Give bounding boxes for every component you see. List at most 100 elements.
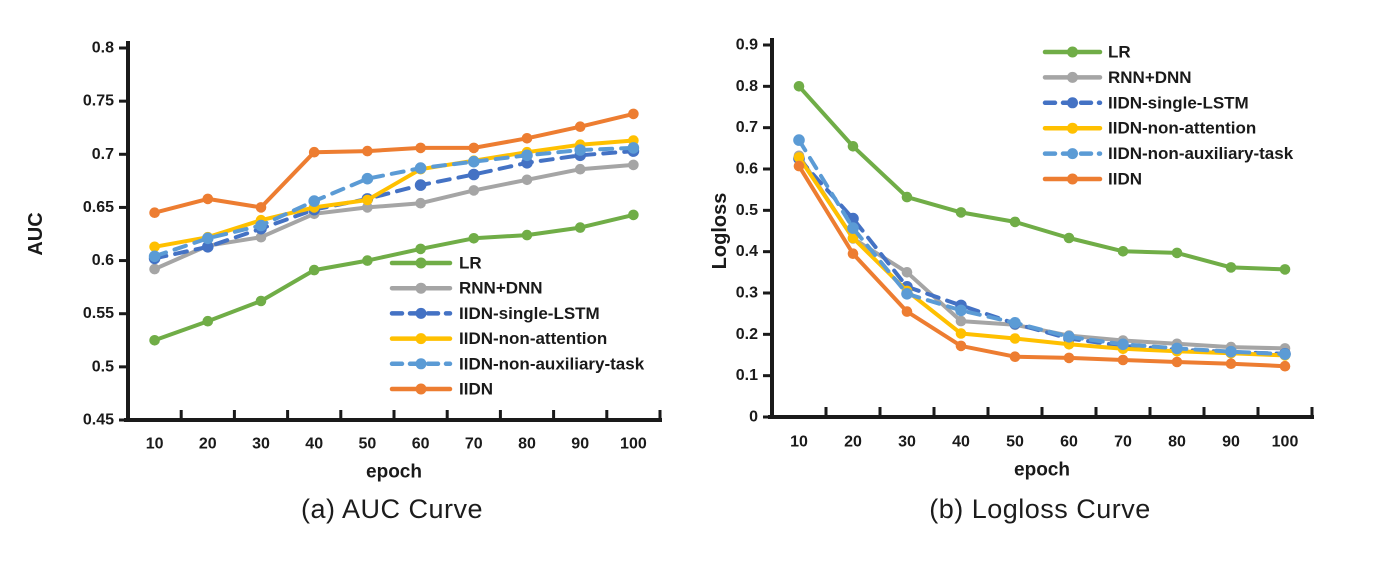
series-lr-marker	[1063, 232, 1075, 244]
x-tick-label: 10	[790, 434, 808, 451]
series-iidn-marker	[362, 145, 373, 157]
series-iidn-non-auxiliary-task-line	[152, 145, 636, 259]
x-tick-label: 70	[465, 436, 483, 453]
legend-label-lr: LR	[1108, 43, 1131, 62]
legend-item-iidn: IIDN	[389, 380, 493, 399]
legend-item-rnn-dnn: RNN+DNN	[1042, 68, 1192, 87]
y-tick-label: 0.7	[92, 146, 114, 163]
series-iidn-non-auxiliary-task-marker	[1063, 331, 1075, 343]
series-iidn-marker	[1171, 356, 1183, 368]
x-tick-label: 60	[1060, 434, 1078, 451]
series-iidn-non-auxiliary-task-marker	[955, 304, 967, 317]
legend-label-iidn-non-auxiliary-task: IIDN-non-auxiliary-task	[459, 354, 645, 373]
series-iidn-non-auxiliary-task-marker	[521, 149, 533, 162]
y-tick-label: 0.75	[83, 93, 114, 110]
legend-marker-iidn	[415, 383, 427, 395]
y-tick-label: 0.55	[83, 305, 114, 322]
y-tick-label: 0.8	[92, 40, 114, 57]
auc-caption: (a) AUC Curve	[300, 494, 484, 524]
x-tick-label: 20	[844, 434, 862, 451]
series-rnn-dnn-marker	[574, 163, 586, 175]
legend-marker-iidn-non-attention	[415, 333, 427, 345]
x-tick-label: 40	[305, 436, 323, 453]
series-lr-marker	[574, 222, 586, 233]
series-iidn-non-attention-marker	[793, 152, 805, 163]
series-lr-marker	[415, 243, 426, 255]
series-lr-line	[152, 212, 636, 343]
series-iidn-marker	[1279, 360, 1291, 372]
series-lr-marker	[628, 209, 639, 221]
legend-item-lr: LR	[389, 254, 482, 273]
series-iidn-non-auxiliary-task-marker	[847, 222, 859, 234]
logloss-chart: 0 0.1 0.2 0.3 0.4 0.5 0.6 0.7 0.8 0.9 10 20 30 40 50 60…	[709, 37, 1314, 481]
series-lr-marker	[955, 207, 967, 218]
y-tick-label: 0.2	[736, 326, 758, 343]
y-tick-label: 0	[749, 409, 758, 426]
series-iidn-non-attention-marker	[362, 194, 373, 206]
series-iidn-marker	[1063, 352, 1075, 364]
legend-marker-lr	[1067, 46, 1078, 58]
x-tick-label: 100	[1272, 434, 1299, 451]
series-lr-marker	[468, 233, 480, 244]
y-tick-label: 0.6	[736, 161, 758, 178]
series-rnn-dnn-marker	[149, 263, 160, 275]
series-iidn-marker	[255, 202, 267, 213]
x-tick-label: 20	[199, 436, 217, 453]
legend-marker-iidn-non-auxiliary-task	[1067, 148, 1078, 160]
series-rnn-dnn-marker	[628, 159, 639, 171]
legend-item-iidn: IIDN	[1042, 170, 1142, 189]
y-tick-label: 0.5	[736, 202, 758, 219]
series-lr-marker	[901, 191, 913, 203]
x-tick-label: 60	[412, 436, 430, 453]
legend-marker-rnn-dnn	[1067, 71, 1078, 83]
x-tick-label: 30	[898, 434, 916, 451]
series-iidn-non-auxiliary-task-marker	[1171, 342, 1183, 355]
legend-item-iidn-single-lstm: IIDN-single-LSTM	[389, 304, 600, 323]
legend-marker-iidn-non-attention	[1067, 122, 1078, 134]
series-lr-marker	[793, 81, 805, 92]
logloss-y-axis-title: Logloss	[709, 193, 731, 270]
series-iidn-marker	[415, 142, 426, 154]
legend-item-lr: LR	[1042, 43, 1131, 62]
auc-chart: 0.45 0.5 0.55 0.6 0.65 0.7 0.75 0.8 10 20 30 40 50 60…	[25, 40, 662, 483]
series-iidn-non-auxiliary-task-marker	[1279, 348, 1291, 361]
series-rnn-dnn-marker	[415, 197, 426, 209]
legend-item-iidn-non-attention: IIDN-non-attention	[389, 329, 607, 348]
logloss-x-axis-title: epoch	[1014, 460, 1070, 481]
auc-y-axis-title: AUC	[25, 212, 47, 255]
y-tick-label: 0.1	[736, 367, 758, 384]
series-iidn-single-lstm-marker	[414, 179, 427, 191]
series-lr-marker	[1009, 216, 1021, 228]
series-iidn-non-auxiliary-task-marker	[202, 232, 214, 245]
series-iidn-non-auxiliary-task-marker	[901, 288, 913, 300]
series-rnn-dnn-marker	[468, 185, 480, 196]
series-rnn-dnn-marker	[255, 231, 267, 243]
logloss-legend: LR RNN+DNN IIDN-single-LSTM IIDN-non-attent…	[1042, 43, 1294, 189]
series-lr-marker	[847, 141, 859, 152]
series-iidn-non-auxiliary-task-marker	[468, 155, 480, 168]
series-iidn-non-auxiliary-task-marker	[308, 195, 321, 207]
legend-item-iidn-non-auxiliary-task: IIDN-non-auxiliary-task	[389, 354, 645, 373]
x-tick-label: 40	[952, 434, 970, 451]
series-iidn-non-auxiliary-task-marker	[574, 144, 586, 156]
series-rnn-dnn-marker	[955, 315, 967, 327]
series-iidn-non-auxiliary-task-marker	[1117, 338, 1129, 351]
y-tick-label: 0.4	[736, 243, 758, 260]
legend-marker-rnn-dnn	[415, 282, 427, 294]
x-tick-label: 80	[1168, 434, 1186, 451]
series-lr-marker	[521, 229, 533, 241]
series-lr-marker	[1117, 246, 1129, 257]
series-iidn-non-attention-marker	[149, 241, 160, 253]
series-rnn-dnn-marker	[901, 267, 913, 278]
legend-marker-iidn-single-lstm	[1067, 97, 1078, 109]
series-iidn-marker	[901, 306, 913, 317]
series-iidn-marker	[1117, 354, 1129, 366]
series-iidn-non-attention-marker	[955, 328, 967, 339]
y-tick-label: 0.45	[83, 412, 114, 429]
series-iidn-marker	[149, 207, 160, 218]
series-iidn-non-attention-marker	[847, 232, 859, 244]
series-iidn-marker	[847, 248, 859, 259]
series-lr-marker	[255, 295, 267, 307]
series-lr-marker	[362, 255, 373, 266]
